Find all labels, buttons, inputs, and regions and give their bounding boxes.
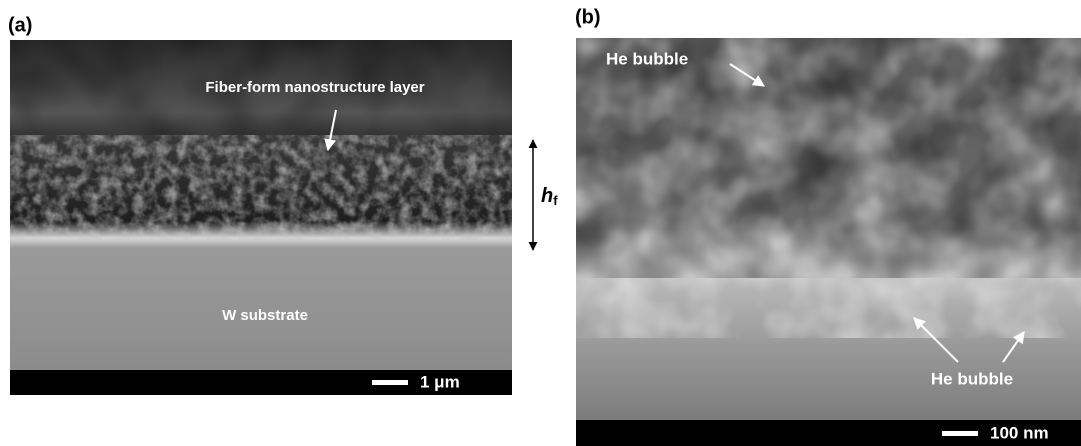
bubble-label: He bubble <box>606 49 688 68</box>
layer-label: Fiber-form nanostructure layer <box>205 79 424 96</box>
panel-label: (a) <box>8 14 32 36</box>
scale-bar <box>942 431 978 436</box>
scale-bar <box>372 380 408 385</box>
height-main: h <box>541 185 553 207</box>
substrate-label: W substrate <box>222 307 308 324</box>
scale-label: 100 nm <box>990 423 1049 442</box>
panel-label: (b) <box>575 6 601 28</box>
height-label: hf <box>541 185 558 208</box>
figure: (a) Fiber-form nanostructure layer W sub… <box>0 0 1081 446</box>
scale-label: 1 μm <box>420 372 460 391</box>
height-subscript: f <box>553 193 558 208</box>
bubble-label: He bubble <box>931 369 1013 388</box>
